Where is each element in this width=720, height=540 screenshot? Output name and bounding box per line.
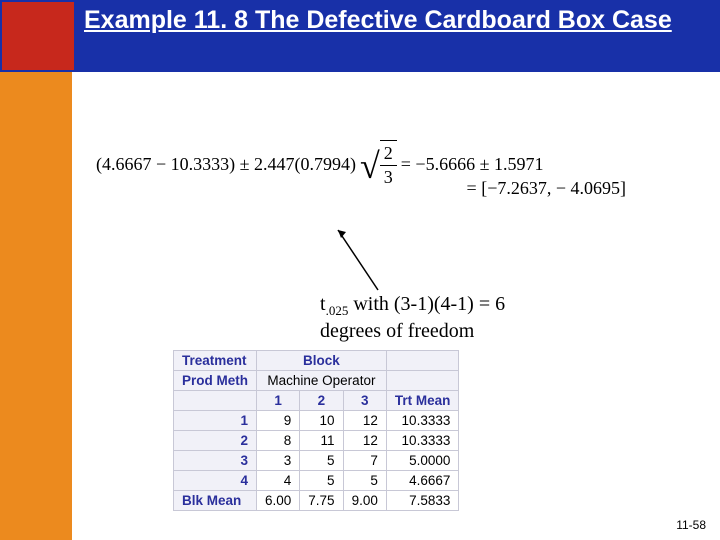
formula-lhs: (4.6667 − 10.3333) ± 2.447(0.7994) <box>96 154 356 175</box>
cell: 9 <box>257 411 300 431</box>
blk-mean: 6.00 <box>257 491 300 511</box>
sidebar-orange <box>0 72 72 540</box>
table-row: 3 3 5 7 5.0000 <box>174 451 459 471</box>
body-row: (4.6667 − 10.3333) ± 2.447(0.7994) √ 2 3… <box>0 72 720 540</box>
th-blkmean: Blk Mean <box>174 491 257 511</box>
cell: 5 <box>343 471 386 491</box>
th-col-1: 1 <box>257 391 300 411</box>
formula-rhs1: = −5.6666 ± 1.5971 <box>401 154 544 175</box>
caption-rest-1: with (3-1)(4-1) = 6 <box>348 293 505 315</box>
data-table: Treatment Block Prod Meth Machine Operat… <box>173 350 459 511</box>
caption-rest-2: degrees of freedom <box>320 320 474 342</box>
content-area: (4.6667 − 10.3333) ± 2.447(0.7994) √ 2 3… <box>72 72 720 540</box>
cell: 5 <box>300 451 343 471</box>
cell: 12 <box>343 411 386 431</box>
caption-text: t.025 with (3-1)(4-1) = 6 degrees of fre… <box>320 292 505 343</box>
row-label: 1 <box>174 411 257 431</box>
table-header-row-1: Treatment Block <box>174 351 459 371</box>
th-empty2 <box>386 371 459 391</box>
header-red-box <box>2 2 74 70</box>
cell: 4 <box>257 471 300 491</box>
th-treatment: Treatment <box>174 351 257 371</box>
th-blank <box>174 391 257 411</box>
cell-mean: 10.3333 <box>386 411 459 431</box>
table-row: 4 4 5 5 4.6667 <box>174 471 459 491</box>
cell-mean: 10.3333 <box>386 431 459 451</box>
page-number: 11-58 <box>676 518 706 532</box>
cell: 12 <box>343 431 386 451</box>
fraction-denominator: 3 <box>384 166 393 188</box>
blk-mean: 9.00 <box>343 491 386 511</box>
cell-mean: 5.0000 <box>386 451 459 471</box>
table-header-row-2: Prod Meth Machine Operator <box>174 371 459 391</box>
t-subscript: .025 <box>326 303 349 318</box>
table-footer-row: Blk Mean 6.00 7.75 9.00 7.5833 <box>174 491 459 511</box>
formula-line-2: = [−7.2637, − 4.0695] <box>467 178 626 199</box>
th-col-3: 3 <box>343 391 386 411</box>
formula-block: (4.6667 − 10.3333) ± 2.447(0.7994) √ 2 3… <box>96 126 714 246</box>
th-trtmean: Trt Mean <box>386 391 459 411</box>
table-row: 2 8 11 12 10.3333 <box>174 431 459 451</box>
fraction: 2 3 <box>380 143 397 188</box>
th-machine-operator: Machine Operator <box>257 371 387 391</box>
row-label: 3 <box>174 451 257 471</box>
row-label: 2 <box>174 431 257 451</box>
th-prodmeth: Prod Meth <box>174 371 257 391</box>
row-label: 4 <box>174 471 257 491</box>
cell: 3 <box>257 451 300 471</box>
th-col-2: 2 <box>300 391 343 411</box>
th-empty <box>386 351 459 371</box>
data-table-wrap: Treatment Block Prod Meth Machine Operat… <box>173 350 459 511</box>
cell: 8 <box>257 431 300 451</box>
blk-mean: 7.75 <box>300 491 343 511</box>
sqrt-expression: √ 2 3 <box>360 140 397 188</box>
fraction-numerator: 2 <box>380 143 397 166</box>
cell: 10 <box>300 411 343 431</box>
slide-title: Example 11. 8 The Defective Cardboard Bo… <box>74 2 718 70</box>
table-header-row-3: 1 2 3 Trt Mean <box>174 391 459 411</box>
table-row: 1 9 10 12 10.3333 <box>174 411 459 431</box>
cell: 11 <box>300 431 343 451</box>
th-block: Block <box>257 351 387 371</box>
cell: 7 <box>343 451 386 471</box>
arrow-icon <box>334 226 394 296</box>
cell: 5 <box>300 471 343 491</box>
cell-mean: 4.6667 <box>386 471 459 491</box>
grand-mean: 7.5833 <box>386 491 459 511</box>
header-row: Example 11. 8 The Defective Cardboard Bo… <box>0 0 720 72</box>
